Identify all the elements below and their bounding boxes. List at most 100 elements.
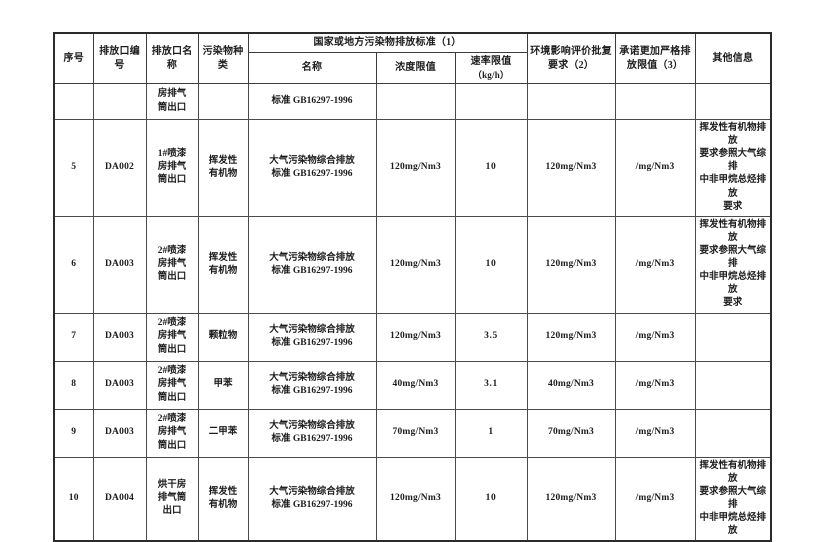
cell-outlet-name: 1#喷漆房排气筒出口	[145, 119, 199, 217]
cell-outlet-code: DA002	[92, 119, 147, 217]
cell-pollutant-type-line: 有机物	[208, 168, 238, 179]
cell-pollutant-type: 甲苯	[197, 360, 249, 410]
cell-other-info: 挥发性有机物排放 要求参照大气综排 中非甲烷总烃排放 要求	[694, 119, 772, 217]
col-header-pollutant-type: 污染物种类	[197, 32, 249, 84]
cell-rate-limit: 1	[454, 408, 528, 458]
cell-other-info	[694, 83, 772, 120]
cell-other-info-line: 中非甲烷总烃排放	[699, 272, 766, 296]
cell-eia-requirement: 120mg/Nm3	[526, 119, 616, 217]
cell-standard-name-line: 大气污染物综合排放	[269, 155, 355, 166]
cell-pollutant-type-line: 挥发性	[208, 155, 238, 166]
cell-eia-requirement: 40mg/Nm3	[526, 360, 616, 410]
col-header-eia-requirement: 环境影响评价批复要求（2）	[526, 32, 616, 84]
cell-pollutant-type	[197, 83, 249, 120]
cell-stricter-commitment: /mg/Nm3	[614, 408, 696, 458]
cell-stricter-commitment: /mg/Nm3	[614, 456, 696, 542]
cell-eia-requirement	[526, 83, 616, 120]
header-row-sub: 名称 浓度限值 速率限值 （kg/h）	[54, 51, 771, 85]
col-header-standard-group: 国家或地方污染物排放标准（1）	[247, 32, 528, 53]
cell-outlet-code: DA003	[92, 312, 147, 362]
cell-eia-requirement: 120mg/Nm3	[526, 456, 616, 542]
table-row: 10 DA004 烘干房 排气筒 出口 挥发性 有机物 大气污染物综合排放 标准 GB16297…	[53, 456, 772, 542]
table-row: 8 DA003 2#喷漆 房排气 筒出口 甲苯 大气污染物综合排放 标准 GB16297-19…	[53, 360, 772, 410]
cell-outlet-code: DA003	[92, 360, 147, 410]
cell-pollutant-type-line: 有机物	[208, 499, 238, 510]
table-body: 房排气 筒出口 标准 GB16297-1996 5 DA002 1#喷漆 房排气 筒出口 挥发性…	[53, 83, 772, 542]
cell-standard-name-line: 大气污染物综合排放	[269, 486, 355, 497]
cell-outlet-name-line: 筒出口	[157, 344, 187, 355]
cell-pollutant-type: 挥发性 有机物	[197, 119, 249, 217]
cell-outlet-name-line: 筒出口	[157, 272, 187, 283]
cell-outlet-name: 2#喷漆房排气筒出口	[145, 312, 199, 362]
cell-stricter-commitment	[614, 83, 696, 120]
cell-eia-requirement: 70mg/Nm3	[526, 408, 616, 458]
cell-outlet-name-line: 房排气	[157, 379, 187, 390]
cell-outlet-name: 房排气 筒出口	[145, 83, 199, 120]
cell-standard-name: 大气污染物综合排放 标准 GB16297-1996	[247, 312, 377, 362]
cell-standard-name: 大气污染物综合排放 标准 GB16297-1996	[247, 360, 377, 410]
cell-rate-limit: 3.1	[454, 360, 528, 410]
cell-outlet-code: DA004	[92, 456, 147, 542]
cell-standard-name: 大气污染物综合排放 标准 GB16297-1996	[247, 408, 377, 458]
col-header-seq: 序号	[53, 32, 94, 84]
cell-other-info: 挥发性有机物排放 要求参照大气综排 中非甲烷总烃排放 要求	[694, 215, 772, 314]
cell-pollutant-type-line: 二甲苯	[208, 427, 238, 438]
table-row: 房排气 筒出口 标准 GB16297-1996	[53, 83, 772, 120]
cell-other-info	[694, 312, 772, 362]
cell-seq: 5	[53, 119, 94, 217]
col-header-outlet-name: 排放口名称	[145, 32, 199, 84]
cell-seq: 10	[53, 456, 94, 542]
cell-standard-name-line: 大气污染物综合排放	[269, 252, 355, 263]
rate-limit-label: 速率限值	[470, 55, 512, 67]
cell-concentration-limit	[375, 83, 456, 120]
document-page: 序号 排放口编号 排放口名称 污染物种类 国家或地方污染物排放标准（1） 环境影…	[53, 32, 772, 542]
cell-seq	[53, 83, 94, 120]
cell-other-info-line: 要求参照大气综排	[699, 245, 766, 270]
cell-outlet-code: DA003	[92, 215, 147, 314]
cell-standard-name: 大气污染物综合排放 标准 GB16297-1996	[247, 119, 377, 217]
cell-concentration-limit: 40mg/Nm3	[375, 360, 456, 410]
cell-standard-name-line: 标准 GB16297-1996	[271, 168, 353, 179]
cell-concentration-limit: 70mg/Nm3	[375, 408, 456, 458]
table-row: 9 DA003 2#喷漆 房排气 筒出口 二甲苯 大气污染物综合排放 标准 GB16297-1…	[53, 408, 772, 458]
cell-outlet-name: 2#喷漆 房排气 筒出口	[145, 360, 199, 410]
cell-outlet-name-line: 2#喷漆	[157, 318, 187, 329]
cell-outlet-name-line: 房排气	[157, 259, 187, 270]
table-row: 5 DA002 1#喷漆 房排气 筒出口 挥发性 有机物 大气污染物综合排放 标准 GB1629…	[53, 119, 772, 217]
cell-concentration-limit: 120mg/Nm3	[375, 456, 456, 542]
cell-rate-limit	[454, 83, 528, 120]
cell-other-info: 挥发性有机物排放 要求参照大气综排 中非甲烷总烃排放	[694, 456, 772, 542]
cell-other-info-line: 中非甲烷总烃排放	[699, 175, 766, 199]
cell-other-info-line: 中非甲烷总烃排放	[699, 512, 766, 537]
col-header-standard-name: 名称	[247, 51, 377, 85]
col-header-stricter-commitment: 承诺更加严格排放限值（3）	[614, 32, 696, 84]
header-row-top: 序号 排放口编号 排放口名称 污染物种类 国家或地方污染物排放标准（1） 环境影…	[53, 32, 772, 84]
cell-outlet-name-line: 房排气	[157, 162, 187, 173]
cell-concentration-limit: 120mg/Nm3	[375, 312, 456, 362]
table-row: 6 DA003 2#喷漆 房排气 筒出口 挥发性 有机物 大气污染物综合排放 标准 GB1629…	[53, 215, 772, 314]
cell-outlet-name-line: 筒出口	[157, 440, 187, 451]
cell-concentration-limit: 120mg/Nm3	[375, 119, 456, 217]
cell-seq: 8	[53, 360, 94, 410]
cell-outlet-code	[92, 83, 147, 120]
cell-standard-name-line: 标准 GB16297-1996	[271, 434, 353, 445]
cell-pollutant-type-line: 有机物	[208, 265, 238, 276]
cell-outlet-name: 2#喷漆房排气筒出口	[145, 215, 199, 314]
cell-eia-requirement: 120mg/Nm3	[526, 215, 616, 314]
cell-outlet-name-line: 2#喷漆	[157, 245, 187, 256]
col-header-outlet-code: 排放口编号	[92, 32, 147, 84]
cell-outlet-name-line: 房排气	[157, 331, 187, 342]
cell-seq: 6	[53, 215, 94, 314]
cell-other-info-line: 要求	[723, 201, 743, 212]
cell-seq: 9	[53, 408, 94, 458]
cell-standard-name-line: 标准 GB16297-1996	[271, 338, 353, 349]
cell-standard-name: 大气污染物综合排放 标准 GB16297-1996	[247, 215, 377, 314]
cell-outlet-name-line: 2#喷漆	[157, 366, 187, 377]
cell-standard-name-line: 大气污染物综合排放	[269, 420, 355, 431]
col-header-other-info: 其他信息	[694, 32, 772, 84]
cell-outlet-name-line: 排气筒	[157, 493, 187, 504]
cell-outlet-name: 2#喷漆 房排气 筒出口	[145, 408, 199, 458]
cell-outlet-name-line: 筒出口	[157, 175, 187, 186]
cell-other-info-line: 要求参照大气综排	[699, 149, 766, 173]
cell-outlet-name-line: 1#喷漆	[157, 149, 187, 160]
